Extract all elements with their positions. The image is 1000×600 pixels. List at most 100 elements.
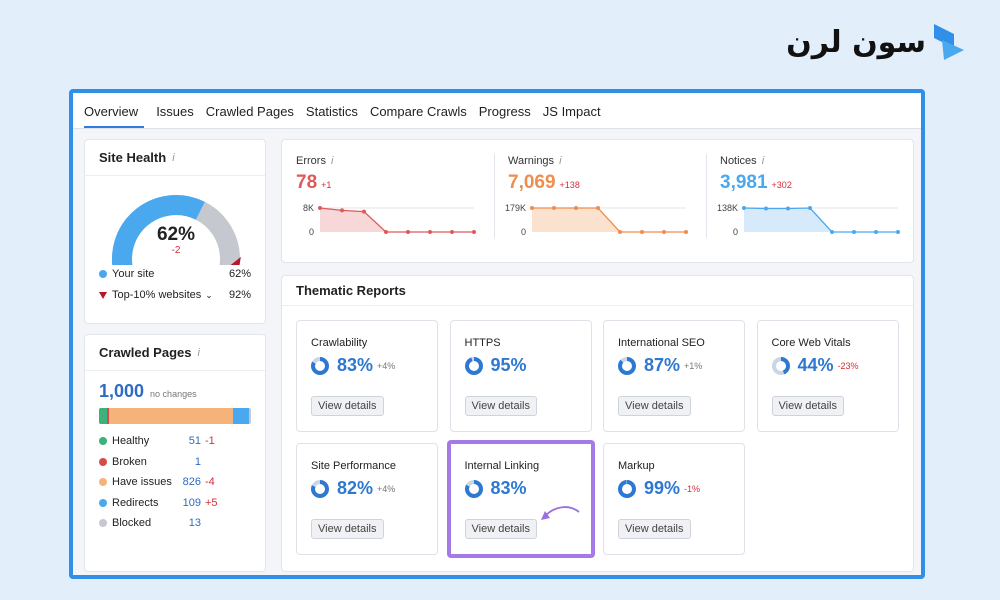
brand-mark-icon: [934, 24, 964, 60]
report-score: 99% -1%: [618, 478, 700, 499]
report-name: Markup: [618, 460, 655, 472]
report-percent: 83%: [490, 478, 527, 498]
info-icon[interactable]: i: [172, 151, 175, 164]
sparkline-point[interactable]: [530, 206, 534, 210]
crawled-row-delta: -1: [205, 435, 215, 447]
stack-segment-healthy: [99, 408, 107, 424]
site-health-title-text: Site Health: [99, 150, 167, 165]
stack-segment-have-issues: [108, 408, 233, 424]
sparkline-point[interactable]: [472, 230, 476, 234]
metric-label: Notices i: [720, 155, 764, 167]
crawled-row[interactable]: Broken 1: [99, 456, 259, 468]
sparkline-point[interactable]: [596, 206, 600, 210]
metric-sparkline: 138K 0: [717, 203, 900, 237]
crawled-total-number[interactable]: 1,000: [99, 381, 145, 401]
crawled-row-count[interactable]: 13: [188, 517, 201, 529]
sparkline-point[interactable]: [684, 230, 688, 234]
view-details-button[interactable]: View details: [464, 396, 537, 416]
sparkline-point[interactable]: [786, 206, 790, 211]
y-tick-max: 8K: [303, 203, 314, 213]
metric-value: 78 +1: [296, 172, 331, 194]
sparkline-point[interactable]: [340, 208, 344, 213]
view-details-button[interactable]: View details: [771, 396, 844, 416]
crawled-row[interactable]: Redirects 109 +5: [99, 497, 259, 509]
y-tick-max: 179K: [505, 203, 526, 213]
report-score: 87% +1%: [618, 355, 702, 376]
tab-crawled-pages[interactable]: Crawled Pages: [205, 104, 294, 119]
crawled-row-count[interactable]: 1: [194, 455, 201, 468]
crawled-row[interactable]: Healthy 51 -1: [99, 435, 259, 447]
sparkline-point[interactable]: [896, 230, 900, 234]
tab-js-impact[interactable]: JS Impact: [542, 104, 601, 119]
your-site-value: 62%: [228, 268, 251, 280]
info-icon[interactable]: i: [330, 155, 334, 167]
sparkline-point[interactable]: [552, 206, 556, 210]
sparkline-point[interactable]: [640, 230, 644, 234]
report-name: Internal Linking: [464, 460, 540, 472]
sparkline-point[interactable]: [874, 230, 878, 234]
progress-ring-icon: [771, 356, 790, 375]
metric-value-number[interactable]: 7,069: [508, 172, 556, 193]
tab-compare-crawls[interactable]: Compare Crawls: [369, 104, 467, 119]
view-details-button[interactable]: View details: [618, 396, 691, 416]
crawled-row[interactable]: Have issues 826 -4: [99, 476, 259, 488]
metric-change: +302: [771, 180, 792, 190]
sparkline-point[interactable]: [450, 230, 454, 234]
sparkline-point[interactable]: [808, 206, 812, 210]
sparkline-point[interactable]: [618, 230, 622, 234]
report-score: 83% +4%: [311, 355, 395, 376]
sparkline-point[interactable]: [406, 230, 410, 234]
report-percent: 95%: [490, 355, 527, 375]
crawled-row-delta: -4: [205, 476, 215, 488]
site-health-percent: 62%: [156, 224, 196, 245]
sparkline-point[interactable]: [830, 230, 834, 234]
thematic-reports-card: Thematic Reports Crawlability 83% +4% View …: [281, 275, 914, 572]
sparkline-area: [320, 208, 474, 232]
crawled-row-count[interactable]: 51: [188, 435, 201, 447]
metric-value-number[interactable]: 78: [296, 172, 318, 193]
status-dot: [99, 437, 107, 445]
info-icon[interactable]: i: [197, 346, 200, 359]
metric-change: +138: [559, 180, 580, 190]
view-details-button[interactable]: View details: [464, 519, 537, 539]
gauge-value-arc: [112, 195, 205, 265]
sparkline-point[interactable]: [384, 230, 388, 234]
info-icon[interactable]: i: [559, 155, 562, 167]
view-details-button[interactable]: View details: [618, 519, 691, 539]
report-score: 44% -23%: [771, 355, 859, 376]
view-details-button[interactable]: View details: [311, 396, 384, 416]
sparkline-point[interactable]: [428, 230, 432, 234]
site-health-card: Site Health i 62% -2 Your site 62% Top-1…: [84, 139, 266, 324]
crawled-row-count[interactable]: 109: [182, 496, 201, 509]
sparkline-point[interactable]: [574, 206, 578, 210]
metric-change: +1: [321, 180, 332, 190]
top-websites-label[interactable]: Top-10% websites: [112, 289, 202, 301]
sparkline-line: [319, 207, 474, 233]
sparkline-point[interactable]: [764, 206, 768, 211]
chevron-down-icon[interactable]: ⌄: [205, 289, 213, 300]
sparkline-point[interactable]: [662, 230, 666, 234]
metric-value-number[interactable]: 3,981: [720, 172, 768, 193]
tab-issues[interactable]: Issues: [156, 104, 194, 119]
report-markup: Markup 99% -1% View details: [603, 443, 745, 555]
your-site-label: Your site: [112, 268, 155, 280]
sparkline-point[interactable]: [362, 209, 366, 214]
crawled-row[interactable]: Blocked 13: [99, 517, 259, 529]
view-details-button[interactable]: View details: [311, 519, 384, 539]
legend-your-site: Your site 62%: [99, 268, 251, 280]
legend-top-websites[interactable]: Top-10% websites ⌄ 92%: [99, 289, 251, 301]
sparkline-point[interactable]: [742, 206, 746, 210]
tab-overview[interactable]: Overview: [84, 104, 145, 128]
metric-sparkline: 8K 0: [303, 203, 476, 237]
report-change: -23%: [837, 360, 859, 371]
report-name: International SEO: [618, 337, 705, 349]
info-icon[interactable]: i: [761, 155, 765, 167]
tab-progress[interactable]: Progress: [478, 104, 531, 119]
sparkline-point[interactable]: [852, 230, 856, 234]
report-name: Crawlability: [311, 337, 368, 349]
metric-notices: Notices i 3,981 +302 138K 0: [706, 140, 916, 262]
metric-separator: [706, 154, 707, 238]
crawled-row-count[interactable]: 826: [182, 476, 201, 488]
tab-statistics[interactable]: Statistics: [305, 104, 358, 119]
sparkline-point[interactable]: [318, 206, 322, 210]
